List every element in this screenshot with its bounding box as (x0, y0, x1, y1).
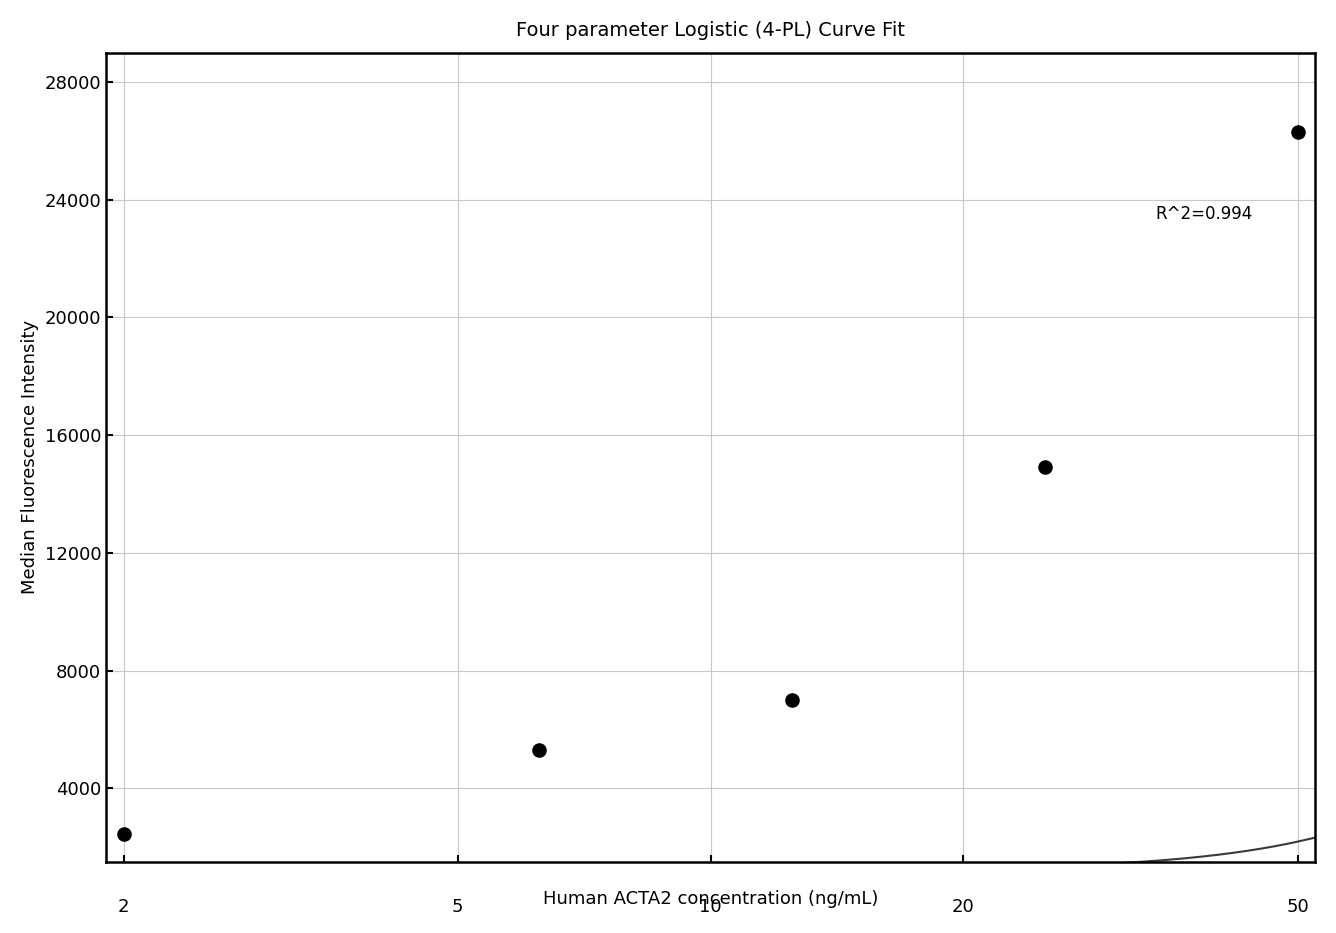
Point (782, 692, 803, 707)
Point (114, 827, 135, 842)
Title: Four parameter Logistic (4-PL) Curve Fit: Four parameter Logistic (4-PL) Curve Fit (516, 21, 904, 40)
Point (1034, 460, 1055, 475)
Text: 5: 5 (452, 898, 464, 916)
Point (1287, 124, 1308, 139)
Text: R^2=0.994: R^2=0.994 (1156, 205, 1253, 223)
Y-axis label: Median Fluorescence Intensity: Median Fluorescence Intensity (21, 320, 39, 594)
Point (529, 743, 550, 758)
Text: 20: 20 (953, 898, 975, 916)
Text: 50: 50 (1287, 898, 1309, 916)
Text: 2: 2 (118, 898, 130, 916)
Text: 10: 10 (699, 898, 721, 916)
X-axis label: Human ACTA2 concentration (ng/mL): Human ACTA2 concentration (ng/mL) (542, 890, 878, 908)
